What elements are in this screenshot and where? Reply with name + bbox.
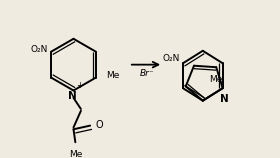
Text: Me: Me — [69, 150, 82, 158]
Text: N: N — [68, 91, 77, 101]
Text: O₂N: O₂N — [31, 45, 48, 54]
Text: Br⁻: Br⁻ — [140, 69, 155, 78]
Text: O₂N: O₂N — [163, 54, 180, 63]
Text: +: + — [76, 81, 83, 90]
Text: Me: Me — [209, 75, 223, 84]
Text: N: N — [220, 94, 229, 104]
Text: O: O — [96, 120, 103, 130]
Text: Me: Me — [106, 71, 120, 80]
